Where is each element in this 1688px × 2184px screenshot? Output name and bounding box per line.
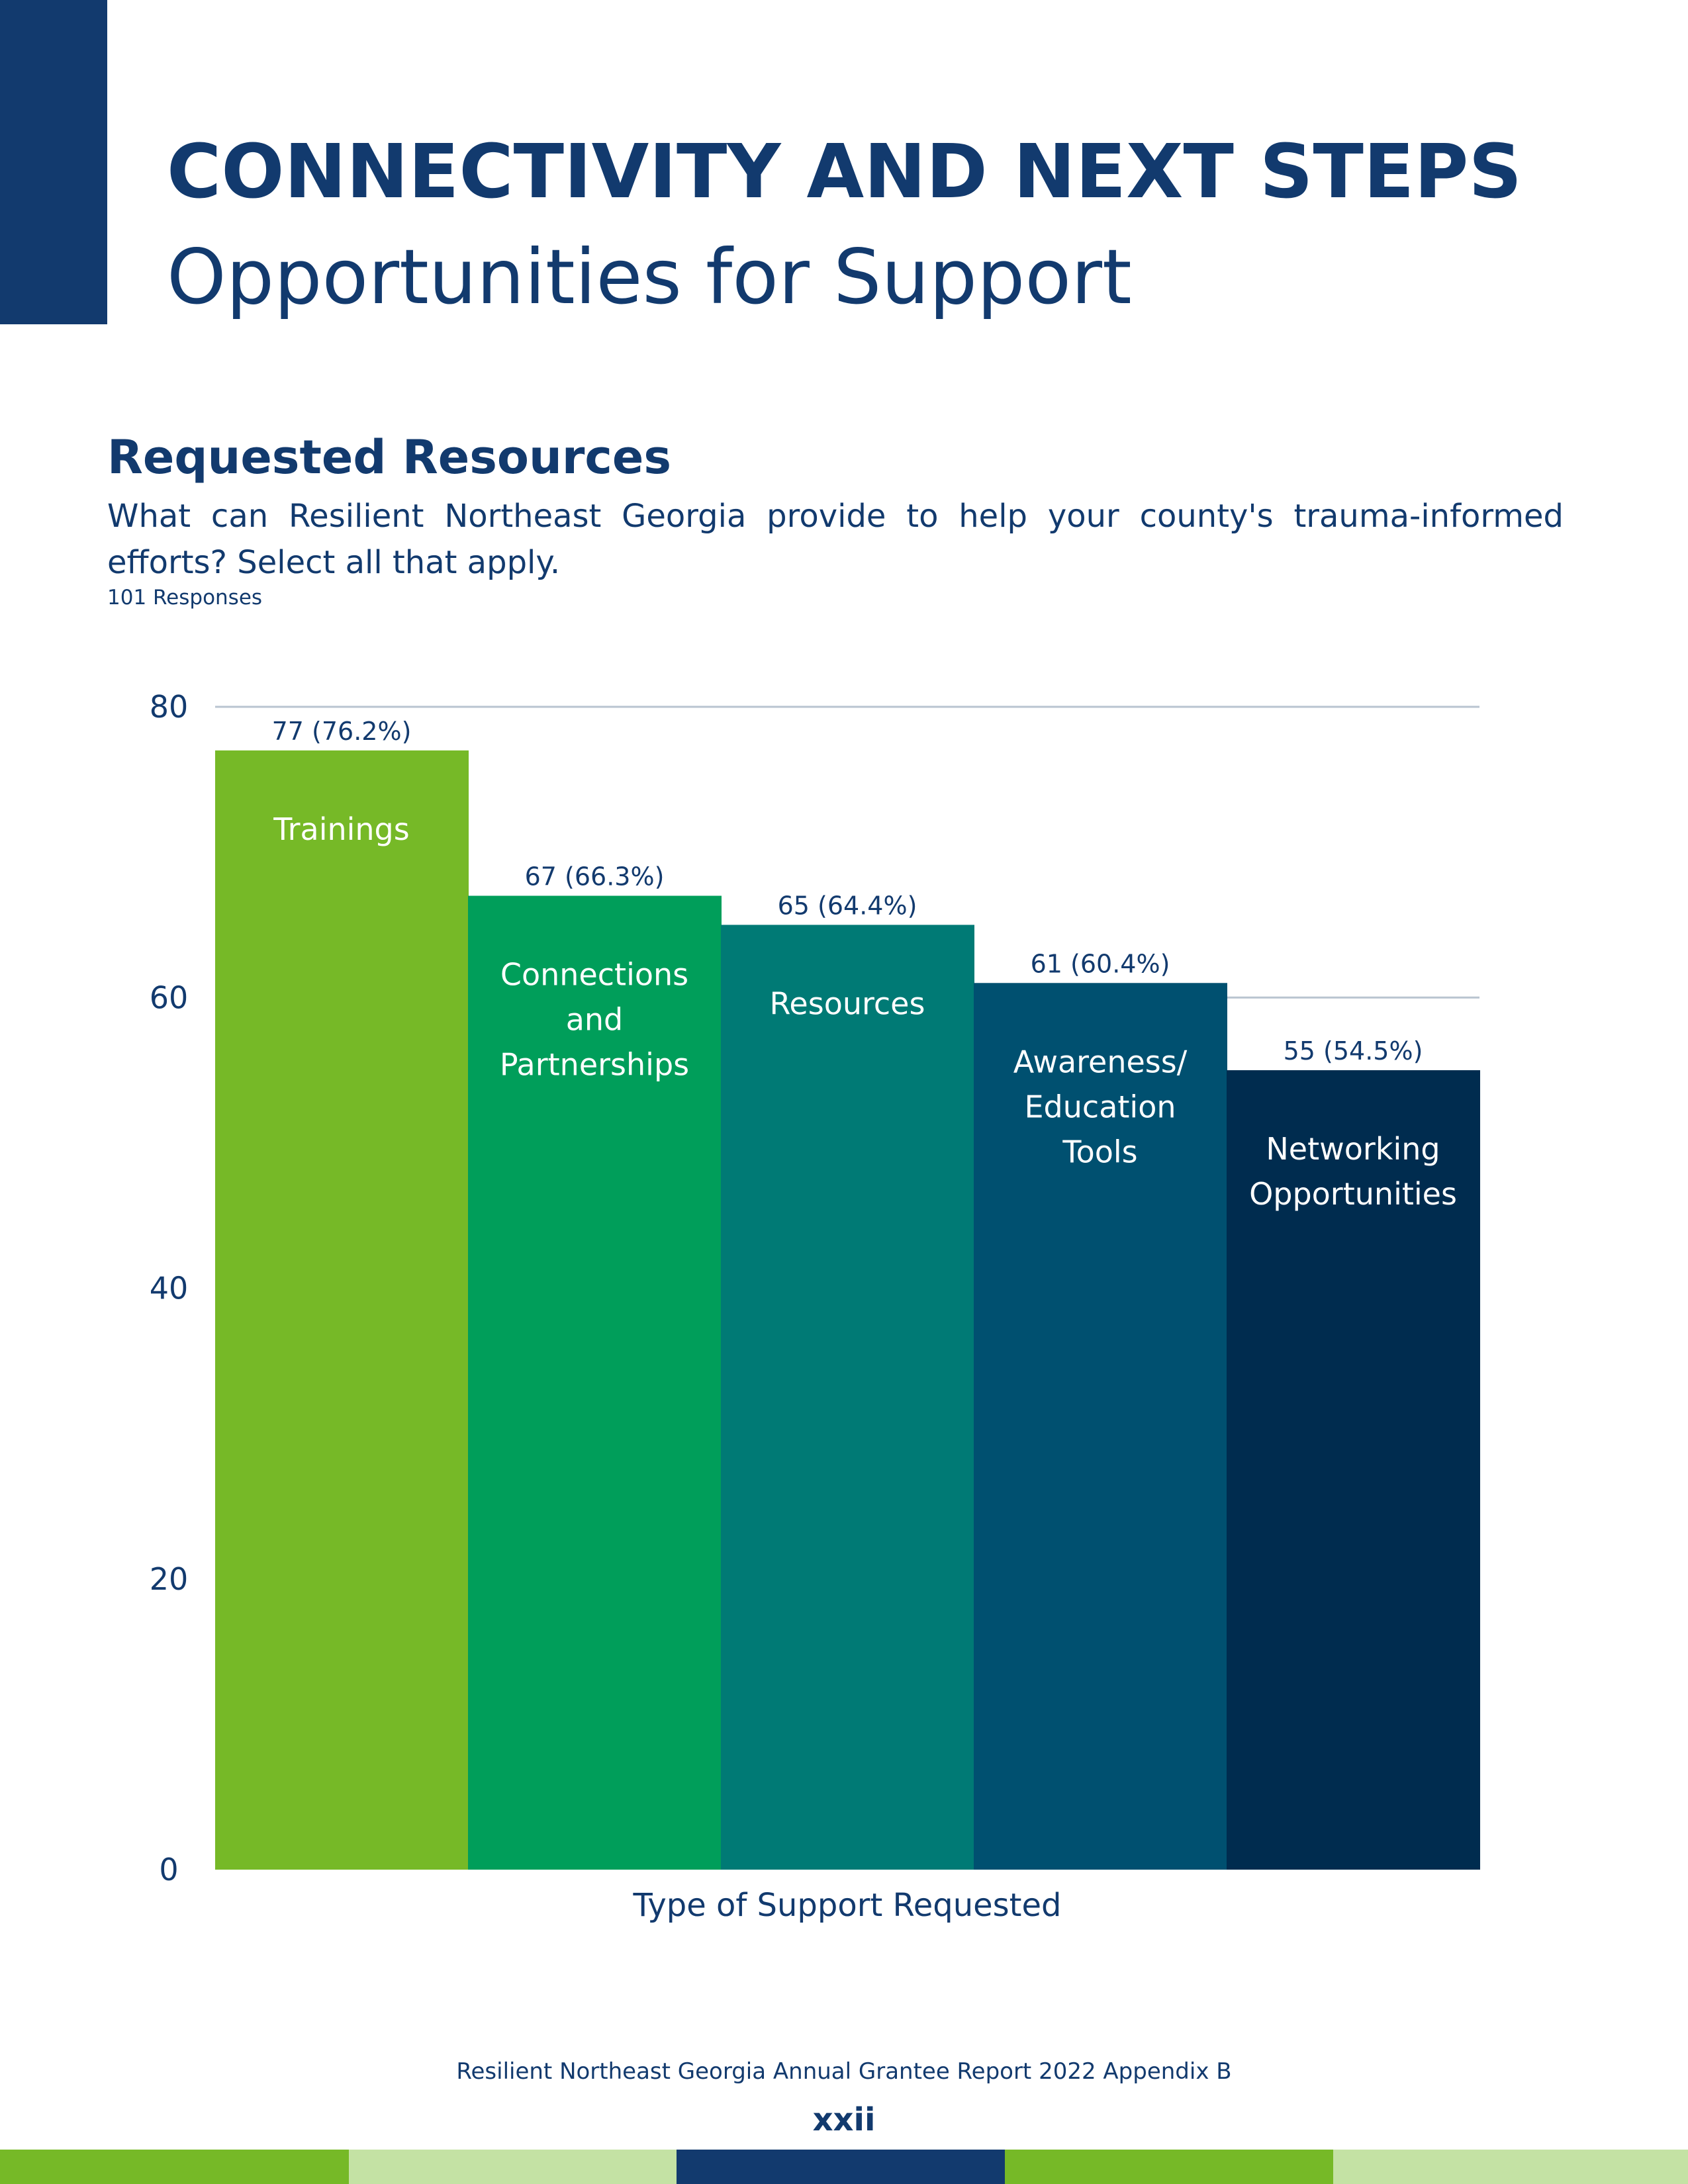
bar: [215, 750, 469, 1870]
data-label: 55 (54.5%): [1284, 1036, 1423, 1066]
data-label: 61 (60.4%): [1031, 949, 1170, 978]
response-count: 101 Responses: [107, 586, 263, 610]
bar: [974, 983, 1227, 1870]
data-label: 77 (76.2%): [272, 717, 412, 746]
footer-strip-segment: [677, 2150, 1005, 2184]
category-label: Trainings: [273, 811, 409, 847]
page-number: xxii: [812, 2101, 876, 2138]
survey-question: What can Resilient Northeast Georgia pro…: [107, 498, 1564, 581]
bar-chart: 77 (76.2%) Trainings 67 (66.3%) Connections…: [150, 689, 1480, 1924]
y-tick-label: 80: [150, 689, 189, 725]
y-tick-label: 40: [150, 1271, 189, 1306]
footer-color-strip: [0, 2150, 1688, 2184]
data-label: 67 (66.3%): [525, 862, 665, 891]
data-label: 65 (64.4%): [778, 891, 917, 920]
y-tick-label: 0: [159, 1852, 178, 1888]
bar-labels: 77 (76.2%) Trainings 67 (66.3%) Connections…: [272, 717, 1457, 1212]
bar: [1227, 1070, 1480, 1870]
footer-strip-segment: [349, 2150, 677, 2184]
category-label: Awareness/Education Tools: [1013, 1044, 1188, 1169]
page-subtitle: Opportunities for Support: [167, 233, 1132, 321]
x-axis-label: Type of Support Requested: [632, 1887, 1061, 1924]
header-accent-bar: [0, 0, 107, 324]
category-label: Resources: [770, 985, 925, 1021]
y-axis-ticks: 0 20 40 60 80: [150, 689, 189, 1888]
section-title: Requested Resources: [107, 430, 671, 484]
page-title: CONNECTIVITY AND NEXT STEPS: [167, 129, 1523, 215]
footer-strip-segment: [1005, 2150, 1333, 2184]
y-tick-label: 20: [150, 1561, 189, 1597]
category-label: Connections and Partnerships: [500, 957, 689, 1083]
footer-strip-segment: [1333, 2150, 1688, 2184]
category-label: Networking Opportunities: [1249, 1131, 1457, 1212]
bar: [721, 925, 974, 1870]
footer-report-title: Resilient Northeast Georgia Annual Grant…: [456, 2058, 1232, 2085]
footer-strip-segment: [0, 2150, 349, 2184]
y-tick-label: 60: [150, 979, 189, 1015]
bar: [468, 895, 722, 1870]
bars: [215, 750, 1480, 1870]
